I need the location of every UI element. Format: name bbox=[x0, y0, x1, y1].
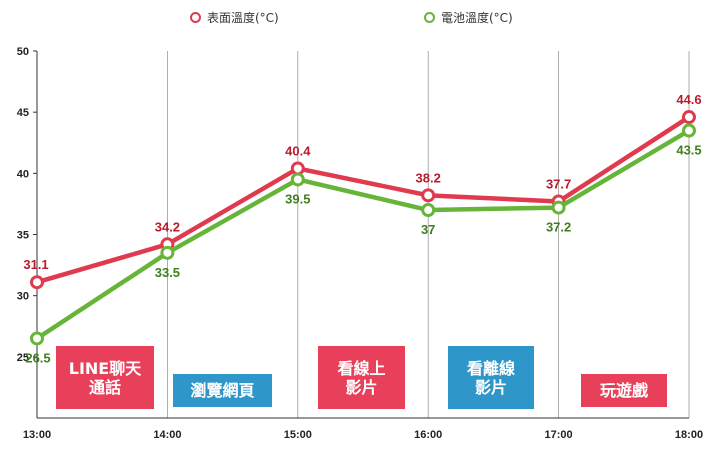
annotation-box: LINE聊天 通話 bbox=[56, 346, 154, 409]
annotation-box: 看線上 影片 bbox=[318, 346, 405, 409]
data-label-surface: 31.1 bbox=[23, 257, 48, 272]
y-tick-label: 45 bbox=[17, 107, 29, 119]
data-label-surface: 44.6 bbox=[676, 92, 701, 107]
legend-item-surface: 表面溫度(°C) bbox=[190, 7, 279, 27]
data-point-surface bbox=[30, 275, 44, 290]
data-point-battery bbox=[682, 123, 696, 138]
data-label-battery: 33.5 bbox=[155, 265, 180, 280]
data-label-battery: 37 bbox=[421, 222, 435, 237]
series-line-surface bbox=[34, 114, 692, 285]
legend-label-surface: 表面溫度(°C) bbox=[207, 10, 279, 25]
y-tick-label: 40 bbox=[17, 168, 29, 180]
data-point-battery bbox=[421, 203, 436, 218]
annotation-box: 瀏覽網頁 bbox=[173, 374, 272, 407]
data-point-battery bbox=[30, 331, 44, 346]
data-point-battery bbox=[160, 245, 175, 260]
x-tick-label: 15:00 bbox=[284, 429, 312, 441]
data-label-battery: 26.5 bbox=[25, 350, 50, 365]
annotation-box: 看離線 影片 bbox=[448, 346, 534, 409]
legend-marker-surface bbox=[190, 11, 201, 23]
data-label-surface: 38.2 bbox=[416, 170, 441, 185]
data-label-surface: 37.7 bbox=[546, 176, 571, 191]
data-label-surface: 40.4 bbox=[285, 143, 311, 158]
x-tick-label: 18:00 bbox=[675, 429, 703, 441]
y-tick-label: 25 bbox=[17, 352, 29, 364]
legend-label-battery: 電池溫度(°C) bbox=[441, 10, 513, 25]
data-label-battery: 43.5 bbox=[676, 143, 701, 158]
series-line-battery bbox=[34, 128, 692, 341]
y-tick-label: 50 bbox=[17, 46, 29, 58]
data-label-surface: 34.2 bbox=[155, 219, 180, 234]
data-label-battery: 39.5 bbox=[285, 191, 310, 206]
data-point-battery bbox=[551, 200, 566, 215]
y-tick-label: 35 bbox=[17, 230, 29, 242]
legend-item-battery: 電池溫度(°C) bbox=[424, 7, 513, 27]
data-label-battery: 37.2 bbox=[546, 220, 571, 235]
x-tick-label: 16:00 bbox=[414, 429, 442, 441]
data-point-battery bbox=[290, 172, 305, 187]
x-tick-label: 14:00 bbox=[153, 429, 181, 441]
annotation-box: 玩遊戲 bbox=[581, 374, 667, 407]
data-point-surface bbox=[290, 161, 305, 176]
data-point-surface bbox=[421, 188, 436, 203]
x-tick-label: 13:00 bbox=[23, 429, 51, 441]
x-tick-label: 17:00 bbox=[545, 429, 573, 441]
legend-marker-battery bbox=[424, 11, 435, 23]
y-tick-label: 30 bbox=[17, 291, 29, 303]
data-point-surface bbox=[682, 110, 696, 125]
